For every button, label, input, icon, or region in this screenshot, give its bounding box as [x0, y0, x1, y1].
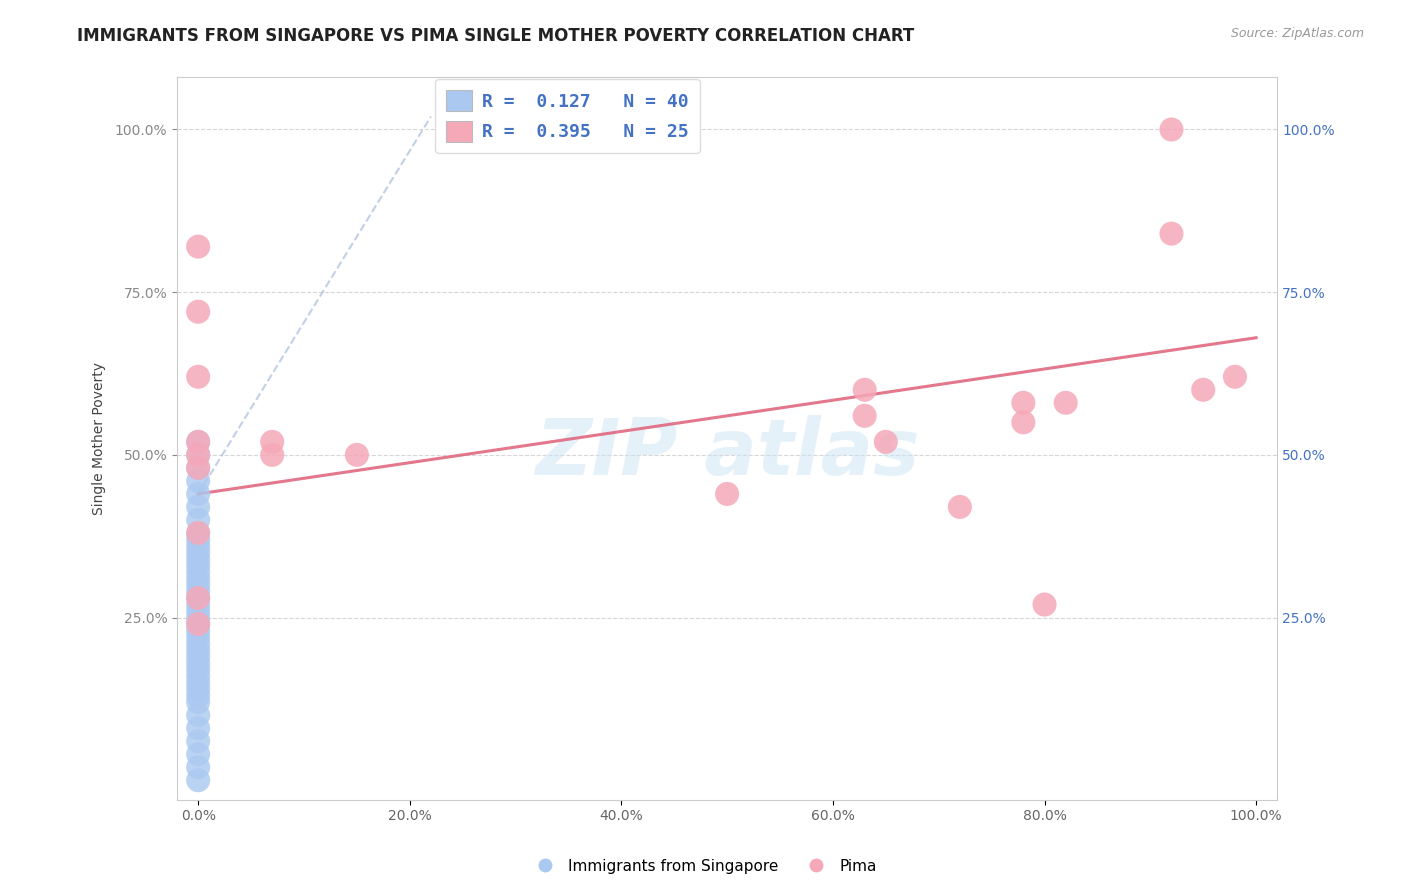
Point [187, 434, 209, 449]
Point [187, 565, 209, 579]
Point [187, 558, 209, 573]
Point [187, 637, 209, 651]
Point [187, 708, 209, 723]
Point [187, 669, 209, 683]
Point [262, 448, 284, 462]
Point [187, 617, 209, 632]
Point [262, 434, 284, 449]
Point [187, 552, 209, 566]
Point [1054, 396, 1077, 410]
Point [187, 734, 209, 748]
Point [1033, 598, 1056, 612]
Point [187, 572, 209, 586]
Point [187, 663, 209, 677]
Point [853, 409, 876, 423]
Point [187, 630, 209, 644]
Point [187, 369, 209, 384]
Point [187, 434, 209, 449]
Point [1012, 415, 1035, 429]
Point [1160, 122, 1182, 136]
Point [187, 721, 209, 735]
Point [187, 610, 209, 624]
Point [187, 649, 209, 664]
Point [187, 689, 209, 703]
Point [187, 461, 209, 475]
Point [187, 695, 209, 709]
Point [1223, 369, 1246, 384]
Point [187, 643, 209, 657]
Point [187, 239, 209, 253]
Y-axis label: Single Mother Poverty: Single Mother Poverty [93, 362, 107, 515]
Text: ZIP atlas: ZIP atlas [534, 415, 920, 491]
Point [187, 656, 209, 670]
Point [853, 383, 876, 397]
Point [187, 604, 209, 618]
Point [346, 448, 368, 462]
Point [187, 598, 209, 612]
Point [187, 448, 209, 462]
Point [187, 533, 209, 547]
Point [187, 545, 209, 559]
Point [187, 747, 209, 762]
Point [875, 434, 897, 449]
Point [1012, 396, 1035, 410]
Text: IMMIGRANTS FROM SINGAPORE VS PIMA SINGLE MOTHER POVERTY CORRELATION CHART: IMMIGRANTS FROM SINGAPORE VS PIMA SINGLE… [77, 27, 914, 45]
Point [187, 591, 209, 605]
Legend: R =  0.127   N = 40, R =  0.395   N = 25: R = 0.127 N = 40, R = 0.395 N = 25 [436, 79, 700, 153]
Point [187, 513, 209, 527]
Point [187, 461, 209, 475]
Point [187, 525, 209, 540]
Point [187, 525, 209, 540]
Point [949, 500, 972, 514]
Point [187, 487, 209, 501]
Text: Source: ZipAtlas.com: Source: ZipAtlas.com [1230, 27, 1364, 40]
Point [187, 474, 209, 488]
Point [187, 617, 209, 632]
Point [187, 591, 209, 605]
Point [1160, 227, 1182, 241]
Point [187, 448, 209, 462]
Point [1192, 383, 1215, 397]
Point [187, 304, 209, 318]
Point [187, 675, 209, 690]
Point [187, 773, 209, 788]
Point [187, 584, 209, 599]
Point [187, 682, 209, 697]
Point [187, 760, 209, 774]
Point [187, 578, 209, 592]
Point [187, 500, 209, 514]
Point [187, 539, 209, 553]
Point [187, 624, 209, 638]
Legend: Immigrants from Singapore, Pima: Immigrants from Singapore, Pima [523, 853, 883, 880]
Point [716, 487, 738, 501]
